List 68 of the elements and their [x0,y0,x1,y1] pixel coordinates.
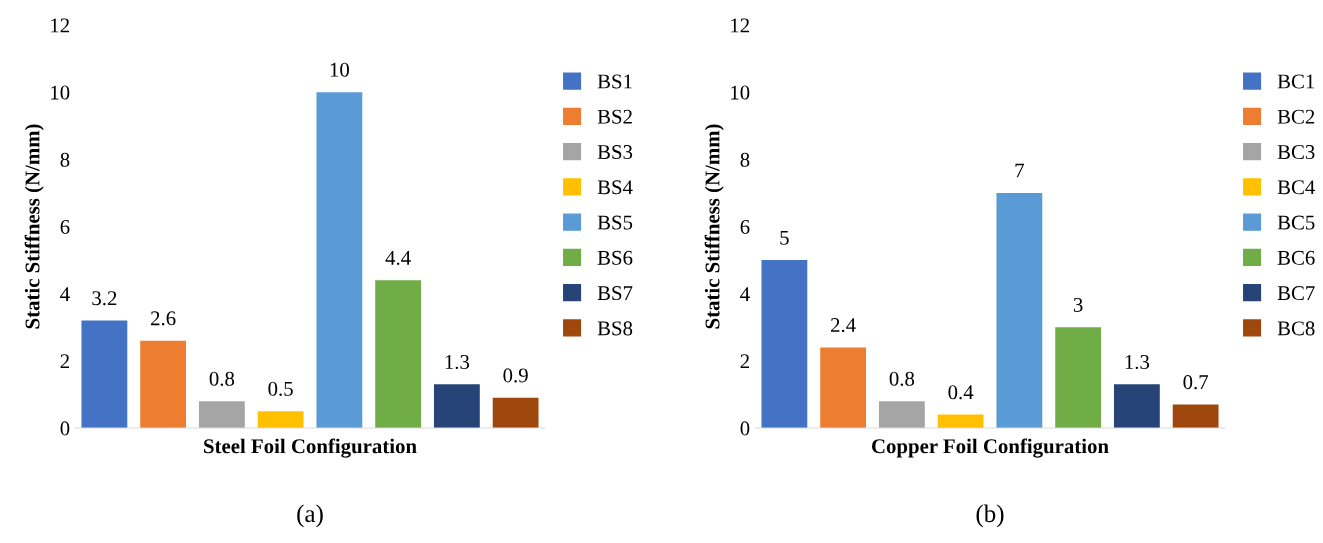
bar [433,384,480,428]
y-tick-label: 6 [740,219,750,234]
data-label: 1.3 [1125,355,1150,370]
bar [1113,384,1160,428]
y-tick-label: 10 [51,85,70,100]
legend-label: BS6 [597,250,633,265]
y-tick-label: 8 [740,152,750,167]
bar [257,411,304,428]
data-label: 0.9 [503,368,528,383]
bar [761,260,808,428]
bar [198,401,245,428]
legend-label: BS3 [597,145,633,160]
data-label: 1.3 [445,355,470,370]
data-label: 2.4 [831,318,856,333]
data-label: 4.4 [385,250,411,265]
legend-label: BS5 [597,215,633,230]
bar [1055,327,1102,428]
data-label: 2.6 [151,311,176,326]
data-label: 7 [1015,163,1024,178]
bar [996,192,1043,428]
legend-label: BC4 [1277,180,1315,195]
y-tick-label: 12 [731,18,749,33]
legend-label: BS2 [597,109,632,124]
legend-label: BC8 [1277,321,1315,336]
bar [878,401,925,428]
y-tick-label: 6 [60,219,70,234]
legend-label: BS1 [597,74,632,89]
bar [1172,404,1219,428]
data-label: 0.4 [948,385,974,400]
x-axis-title: Steel Foil Configuration [204,438,417,458]
y-tick-label: 0 [740,421,750,436]
y-tick-label: 0 [60,421,70,436]
bar [140,340,187,428]
data-label: 5 [780,230,789,245]
y-tick-label: 8 [60,152,70,167]
y-axis-title: Static Stiffness (N/mm) [24,124,44,329]
data-label: 0.5 [268,381,293,396]
legend-label: BC3 [1277,145,1315,160]
legend-label: BC7 [1277,286,1315,301]
data-label: 0.7 [1183,375,1209,390]
x-axis-title: Copper Foil Configuration [871,438,1109,458]
legend-label: BC5 [1277,215,1315,230]
data-label: 3 [1073,297,1083,312]
data-label: 10 [330,62,349,77]
legend-label: BS7 [597,286,633,301]
bar [492,397,539,428]
y-tick-label: 12 [51,18,69,33]
y-tick-label: 4 [740,287,750,301]
data-label: 0.8 [209,371,235,386]
legend-label: BS8 [597,321,633,336]
legend-label: BC2 [1277,109,1315,124]
text: (a) [297,504,323,528]
y-axis-title: Static Stiffness (N/mm) [704,124,724,329]
bar [937,414,984,428]
bar [316,92,363,428]
legend-label: BC6 [1277,250,1315,265]
bar [375,280,422,428]
y-tick-label: 4 [60,287,70,301]
legend-label: BC1 [1277,74,1315,89]
text: (b) [976,504,1004,528]
legend-label: BS4 [597,180,633,195]
y-tick-label: 2 [740,354,749,369]
data-label: 3.2 [92,291,117,306]
y-tick-label: 2 [60,354,69,369]
bar [820,347,867,428]
bar [81,320,128,428]
data-label: 0.8 [889,371,915,386]
y-tick-label: 10 [731,85,750,100]
